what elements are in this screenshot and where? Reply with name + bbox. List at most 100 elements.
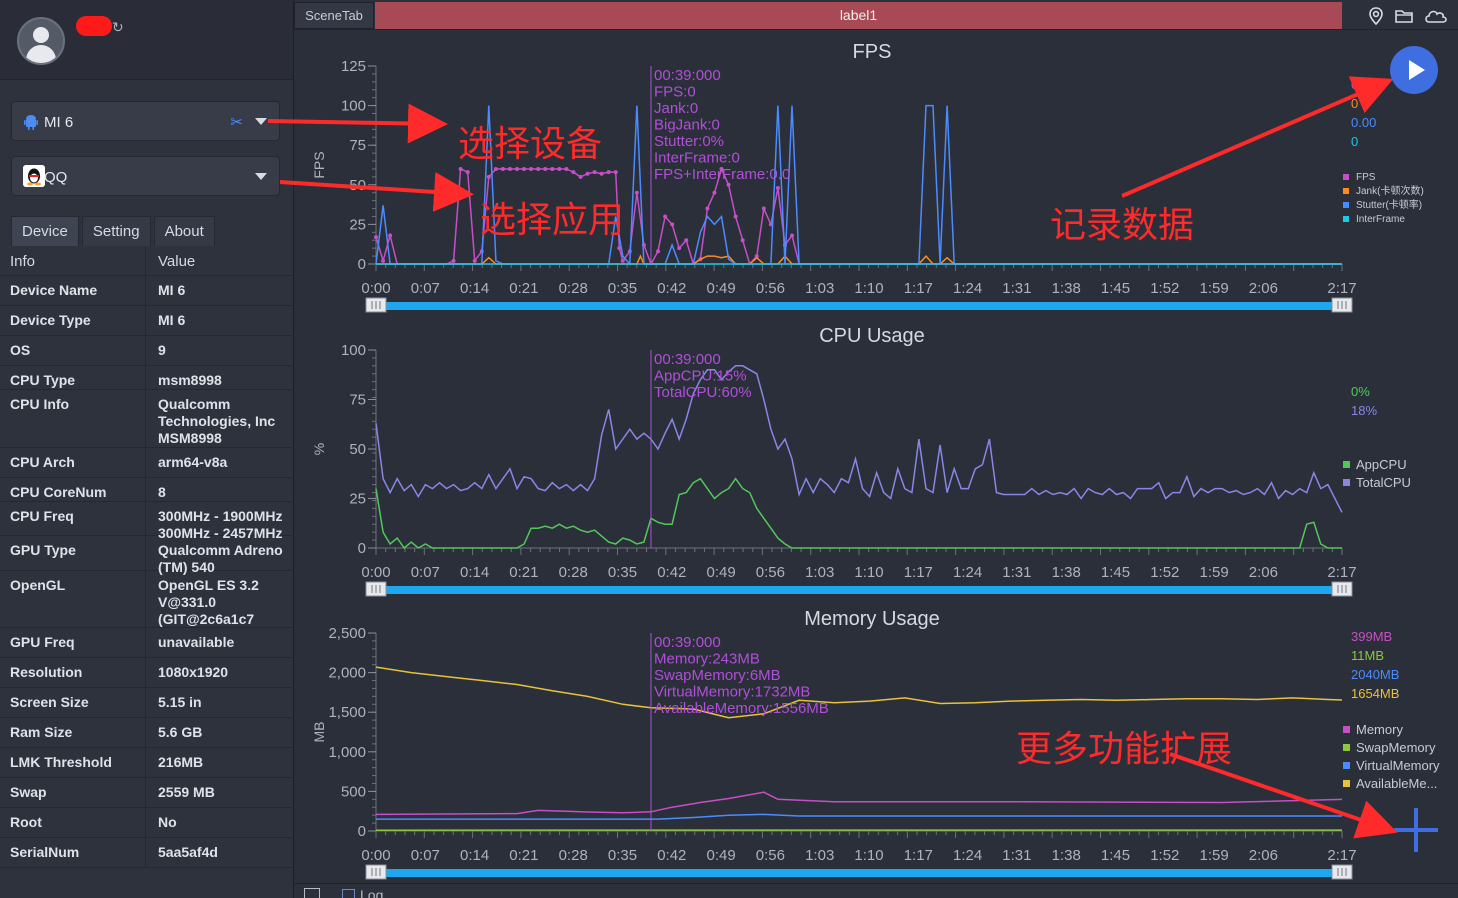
legend-entry[interactable]: VirtualMemory — [1356, 758, 1440, 773]
x-tick-label: 2:06 — [1249, 564, 1278, 581]
table-row: CPU Freq 300MHz - 1900MHz 300MHz - 2457MH… — [0, 502, 294, 541]
left-tabs: Device Setting About — [11, 216, 215, 246]
fps-point — [790, 233, 795, 238]
x-tick-label: 1:10 — [854, 564, 883, 581]
usb-connect-icon[interactable]: ✂ — [230, 114, 243, 131]
x-tick-label: 2:06 — [1249, 847, 1278, 864]
info-value: arm64-v8a — [158, 454, 228, 470]
tab-about[interactable]: About — [153, 216, 215, 246]
legend-entry[interactable]: FPS — [1356, 172, 1376, 183]
x-tick-label: 1:17 — [904, 564, 933, 581]
y-axis-label: % — [311, 443, 327, 455]
x-tick-label: 1:45 — [1101, 564, 1130, 581]
cursor-tooltip-line: Jank:0 — [654, 100, 698, 117]
logout-icon[interactable]: ↻ — [112, 19, 124, 35]
fps-point — [705, 206, 710, 211]
fps-point — [599, 171, 604, 176]
y-tick-label: 100 — [341, 98, 366, 115]
scene-tab[interactable]: SceneTab — [294, 2, 374, 29]
range-scrollbar[interactable] — [376, 302, 1342, 310]
app-select[interactable]: QQ — [11, 156, 280, 196]
x-tick-label: 0:28 — [559, 847, 588, 864]
cursor-tooltip-line: 00:39:000 — [654, 351, 721, 368]
x-tick-label: 0:28 — [559, 564, 588, 581]
y-tick-label: 75 — [349, 392, 366, 409]
add-feature-button[interactable] — [1394, 808, 1438, 852]
info-value: 300MHz - 1900MHz 300MHz - 2457MHz — [158, 508, 283, 541]
range-scrollbar[interactable] — [376, 869, 1342, 877]
chevron-down-icon[interactable] — [304, 888, 320, 898]
folder-icon[interactable] — [1394, 6, 1414, 26]
info-key: GPU Type — [0, 536, 146, 570]
cursor-tooltip-line: 00:39:000 — [654, 67, 721, 84]
fps-point — [543, 166, 548, 171]
chevron-down-icon[interactable] — [255, 173, 267, 180]
fps-point — [656, 249, 661, 254]
info-value: 1080x1920 — [158, 664, 229, 680]
chart-memory-usage: Memory Usage MB 0 500 1,000 1,500 2,000 2,500 0:… — [311, 608, 1440, 880]
x-tick-label: 0:35 — [608, 564, 637, 581]
log-checkbox[interactable] — [342, 889, 355, 898]
legend-entry[interactable]: AppCPU — [1356, 457, 1407, 472]
legend-entry[interactable]: AvailableMe... — [1356, 776, 1437, 791]
fps-point — [670, 222, 675, 227]
device-select-value: MI 6 — [44, 114, 74, 131]
table-row: CPU CoreNum 8 — [0, 478, 294, 502]
record-button[interactable] — [1390, 46, 1438, 94]
table-row: Ram Size 5.6 GB — [0, 718, 294, 748]
info-key: OpenGL — [0, 571, 146, 627]
x-tick-label: 1:03 — [805, 280, 834, 297]
legend-entry[interactable]: Memory — [1356, 722, 1403, 737]
current-value: 18% — [1351, 403, 1377, 418]
range-scrollbar[interactable] — [376, 586, 1342, 594]
fps-point — [515, 166, 520, 171]
fps-point — [684, 238, 689, 243]
info-value: 216MB — [158, 754, 204, 770]
table-row: CPU Type msm8998 — [0, 366, 294, 390]
info-key: Screen Size — [0, 688, 146, 717]
qq-icon — [23, 165, 45, 187]
x-tick-label: 1:59 — [1199, 564, 1228, 581]
device-select[interactable]: MI 6 ✂ — [11, 101, 280, 141]
legend-entry[interactable]: InterFrame — [1356, 214, 1405, 225]
legend-entry[interactable]: SwapMemory — [1356, 740, 1436, 755]
current-value: 0.00 — [1351, 115, 1376, 130]
y-axis-label: MB — [311, 722, 327, 743]
fps-point — [634, 190, 639, 195]
current-value: 11MB — [1351, 648, 1384, 663]
y-tick-label: 75 — [349, 137, 366, 154]
legend-entry[interactable]: Jank(卡顿次数) — [1356, 184, 1424, 197]
x-tick-label: 1:52 — [1150, 280, 1179, 297]
tab-device[interactable]: Device — [11, 216, 79, 246]
x-tick-label: 0:49 — [706, 564, 735, 581]
x-tick-label: 1:03 — [805, 564, 834, 581]
x-tick-label: 2:17 — [1327, 280, 1356, 297]
user-avatar-icon[interactable] — [17, 17, 65, 65]
tab-setting[interactable]: Setting — [81, 216, 151, 246]
scene-label: label1 — [375, 2, 1342, 29]
legend-entry[interactable]: Stutter(卡顿率) — [1356, 198, 1422, 211]
legend-swatch — [1343, 174, 1349, 180]
x-tick-label: 1:45 — [1101, 847, 1130, 864]
x-tick-label: 2:17 — [1327, 564, 1356, 581]
y-tick-label: 50 — [349, 177, 366, 194]
info-value: 9 — [158, 342, 166, 358]
location-icon[interactable] — [1366, 6, 1386, 26]
info-value: MI 6 — [158, 312, 186, 328]
cloud-icon[interactable] — [1423, 6, 1449, 26]
bottom-bar: Log — [294, 883, 1458, 898]
table-row: Screen Size 5.15 in — [0, 688, 294, 718]
x-tick-label: 1:10 — [854, 280, 883, 297]
fps-point — [374, 235, 378, 240]
legend-entry[interactable]: TotalCPU — [1356, 475, 1411, 490]
cursor-tooltip-line: AvailableMemory:1556MB — [654, 700, 829, 717]
table-row: LMK Threshold 216MB — [0, 748, 294, 778]
y-tick-label: 50 — [349, 441, 366, 458]
info-value: 5.6 GB — [158, 724, 203, 740]
device-info-table: Info Value Device Name MI 6 Device Type MI … — [0, 247, 294, 868]
chevron-down-icon[interactable] — [255, 118, 267, 125]
fps-point — [507, 166, 512, 171]
x-tick-label: 0:07 — [411, 564, 440, 581]
x-tick-label: 2:17 — [1327, 847, 1356, 864]
table-row: Swap 2559 MB — [0, 778, 294, 808]
